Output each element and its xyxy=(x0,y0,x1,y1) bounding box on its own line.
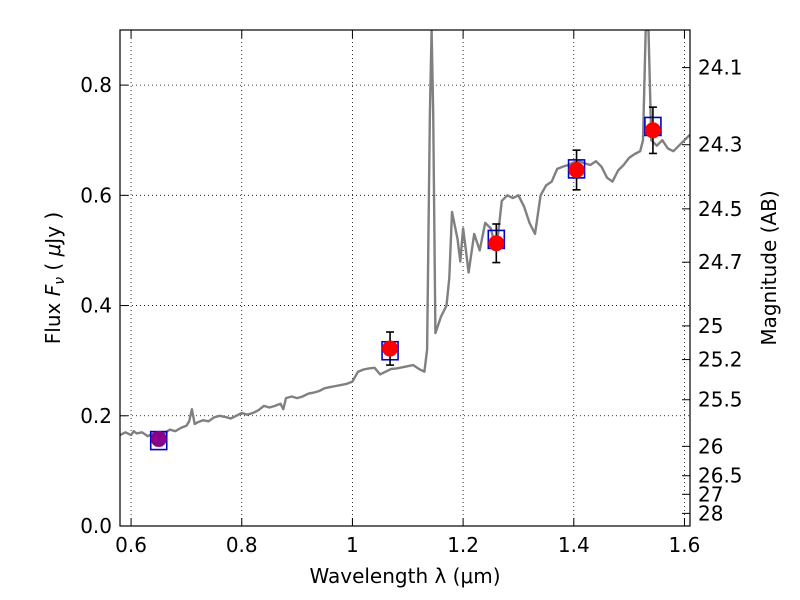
y-tick-label: 0.2 xyxy=(80,404,112,428)
y-tick-label: 0.8 xyxy=(80,73,112,97)
x-tick-label: 1.2 xyxy=(447,533,479,557)
y-tick-label: 0.6 xyxy=(80,183,112,207)
mag-tick-label: 25 xyxy=(698,314,723,338)
observed-flux-point xyxy=(644,122,661,139)
x-tick-label: 1 xyxy=(346,533,359,557)
mag-tick-label: 27 xyxy=(698,482,723,506)
mag-tick-label: 25.2 xyxy=(698,348,743,372)
mag-tick-label: 24.1 xyxy=(698,56,743,80)
observed-flux-point xyxy=(568,161,585,178)
mag-tick-label: 24.3 xyxy=(698,133,743,157)
x-axis-title: Wavelength λ (μm) xyxy=(309,564,500,588)
observed-flux-point xyxy=(150,430,167,447)
x-tick-label: 0.6 xyxy=(115,533,147,557)
mag-tick-label: 28 xyxy=(698,501,723,525)
y2-axis-title: Magnitude (AB) xyxy=(757,190,781,345)
axis-ticks: 0.6 0.8 1 1.2 1.4 1.6 0.0 0.2 0.4 0.6 0.8 24.1 24.3 2… xyxy=(80,30,743,557)
mag-tick-label: 24.5 xyxy=(698,197,743,221)
mag-tick-label: 25.5 xyxy=(698,388,743,412)
y-axis-title: Flux Fν ( μJy ) xyxy=(41,212,68,344)
x-tick-label: 1.6 xyxy=(669,533,701,557)
observed-flux-point xyxy=(488,235,505,252)
photometry-points xyxy=(149,106,662,451)
y-tick-label: 0.0 xyxy=(80,514,112,538)
x-tick-label: 1.4 xyxy=(558,533,590,557)
model-spectrum-line xyxy=(120,30,690,438)
y-tick-label: 0.4 xyxy=(80,294,112,318)
mag-tick-label: 26.5 xyxy=(698,464,743,488)
mag-tick-label: 26 xyxy=(698,434,723,458)
mag-tick-label: 24.7 xyxy=(698,250,743,274)
plot-frame xyxy=(119,29,691,527)
grid-lines xyxy=(120,30,690,527)
x-tick-label: 0.8 xyxy=(226,533,258,557)
observed-flux-point xyxy=(382,340,399,357)
model-spectrum xyxy=(120,30,690,438)
